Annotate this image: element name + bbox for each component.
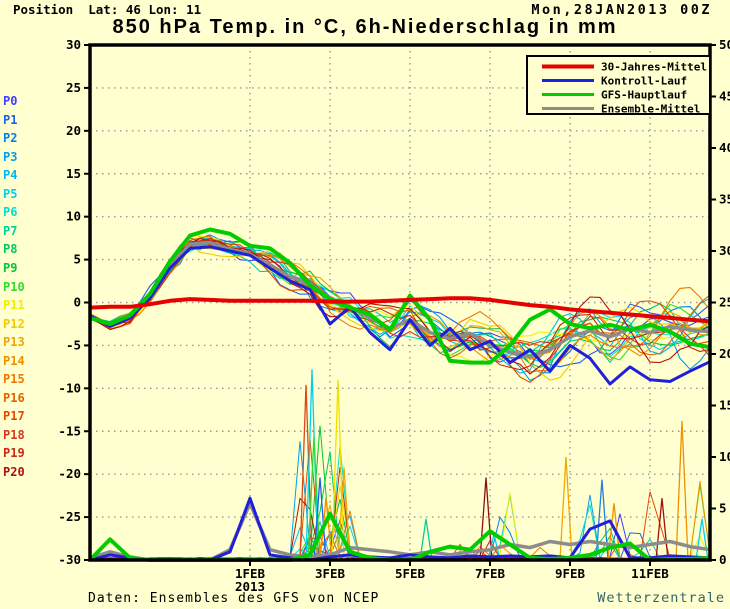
y-left-label: 5 [73, 252, 81, 267]
y-left-label: 15 [66, 166, 81, 181]
precip-spikes [299, 369, 709, 561]
series-ensemble-mittel [89, 240, 711, 359]
x-tick-label: 9FEB [555, 566, 586, 581]
precip-spike [319, 498, 333, 561]
member-label-P0: P0 [3, 94, 18, 108]
member-label-P19: P19 [3, 446, 25, 461]
legend-box: 30-Jahres-MittelKontroll-LaufGFS-Hauptla… [526, 55, 711, 116]
y-left-label: -15 [58, 423, 81, 438]
member-label-P5: P5 [3, 186, 18, 201]
member-label-P17: P17 [3, 409, 25, 424]
legend-label: GFS-Hauptlauf [601, 89, 687, 102]
precip-spike [307, 436, 321, 561]
member-precip-P3 [89, 441, 710, 561]
position-label: Position Lat: 46 Lon: 11 [13, 2, 202, 17]
member-precip-P9 [89, 425, 711, 561]
member-label-P8: P8 [3, 242, 18, 257]
precip-spike [299, 384, 313, 561]
member-precip-P6 [89, 445, 711, 561]
y-left-label: 10 [66, 209, 81, 224]
member-label-P3: P3 [3, 149, 18, 164]
y-right-label: 25 [719, 295, 730, 310]
x-tick-label: 3FEB [315, 566, 346, 581]
series-kontroll-lauf [89, 245, 711, 386]
precip-spike [655, 498, 669, 561]
series-gfs-hauptlauf [89, 227, 711, 365]
axis-ticks-and-labels: 302520151050-5-10-15-20-25-3050454035302… [58, 37, 730, 594]
y-right-label: 5 [719, 501, 727, 516]
member-label-P13: P13 [3, 335, 25, 350]
y-left-label: -30 [58, 552, 81, 567]
precip-spike [675, 420, 689, 561]
member-label-P16: P16 [3, 390, 25, 405]
precip-spike [305, 369, 319, 561]
precip-spike [607, 503, 621, 561]
y-right-label: 35 [719, 192, 730, 207]
precip-spike [595, 479, 609, 561]
legend-label: Kontroll-Lauf [601, 75, 687, 88]
x-tick-label: 1FEB [235, 566, 266, 581]
y-right-label: 30 [719, 243, 730, 258]
y-right-label: 45 [719, 89, 730, 104]
precip-spike [419, 518, 433, 561]
y-left-label: 25 [66, 80, 81, 95]
y-left-label: -20 [58, 466, 81, 481]
y-right-label: 50 [719, 37, 730, 52]
x-tick-sublabel: 2013 [235, 579, 265, 594]
member-label-P4: P4 [3, 168, 18, 183]
ensemble-member-precip [89, 425, 711, 561]
x-tick-label: 5FEB [395, 566, 426, 581]
y-left-label: -5 [66, 337, 81, 352]
main-temperature-lines [89, 227, 711, 386]
member-line-P20 [89, 238, 711, 375]
member-label-P14: P14 [3, 353, 25, 368]
x-tick-label: 11FEB [631, 566, 669, 581]
y-right-label: 15 [719, 398, 730, 413]
y-right-label: 40 [719, 140, 730, 155]
member-label-P10: P10 [3, 279, 25, 294]
y-left-label: 20 [66, 123, 81, 138]
y-right-label: 10 [719, 449, 730, 464]
brand-label: Wetterzentrale [597, 590, 725, 606]
x-tick-label: 7FEB [475, 566, 506, 581]
member-label-P18: P18 [3, 427, 25, 442]
precip-spike [313, 477, 327, 561]
member-label-P11: P11 [3, 298, 25, 313]
precip-spike [559, 456, 573, 561]
plot-border [88, 43, 712, 562]
member-label-P12: P12 [3, 316, 25, 331]
member-label-P7: P7 [3, 223, 18, 238]
member-precip-P8 [89, 451, 711, 561]
data-source-note: Daten: Ensembles des GFS von NCEP [88, 591, 380, 606]
legend-label: Ensemble-Mittel [601, 103, 700, 116]
chart-title: 850 hPa Temp. in °C, 6h-Niederschlag in … [112, 16, 618, 38]
gridlines [90, 45, 710, 560]
member-precip-P17 [89, 439, 711, 561]
y-right-label: 20 [719, 346, 730, 361]
series-30-jahres-mittel [89, 296, 711, 324]
member-label-P6: P6 [3, 205, 18, 220]
y-left-label: -25 [58, 509, 81, 524]
member-label-P9: P9 [3, 260, 18, 275]
member-label-P1: P1 [3, 112, 18, 127]
y-left-label: 30 [66, 37, 81, 52]
y-left-label: 0 [73, 295, 81, 310]
member-label-P15: P15 [3, 372, 25, 387]
y-left-label: -10 [58, 380, 81, 395]
member-label-P20: P20 [3, 465, 25, 479]
y-right-label: 0 [719, 552, 727, 567]
run-datetime: Mon,28JAN2013 00Z [531, 2, 712, 18]
legend-label: 30-Jahres-Mittel [601, 61, 707, 74]
member-label-P2: P2 [3, 131, 18, 146]
plot-frame [88, 43, 712, 562]
